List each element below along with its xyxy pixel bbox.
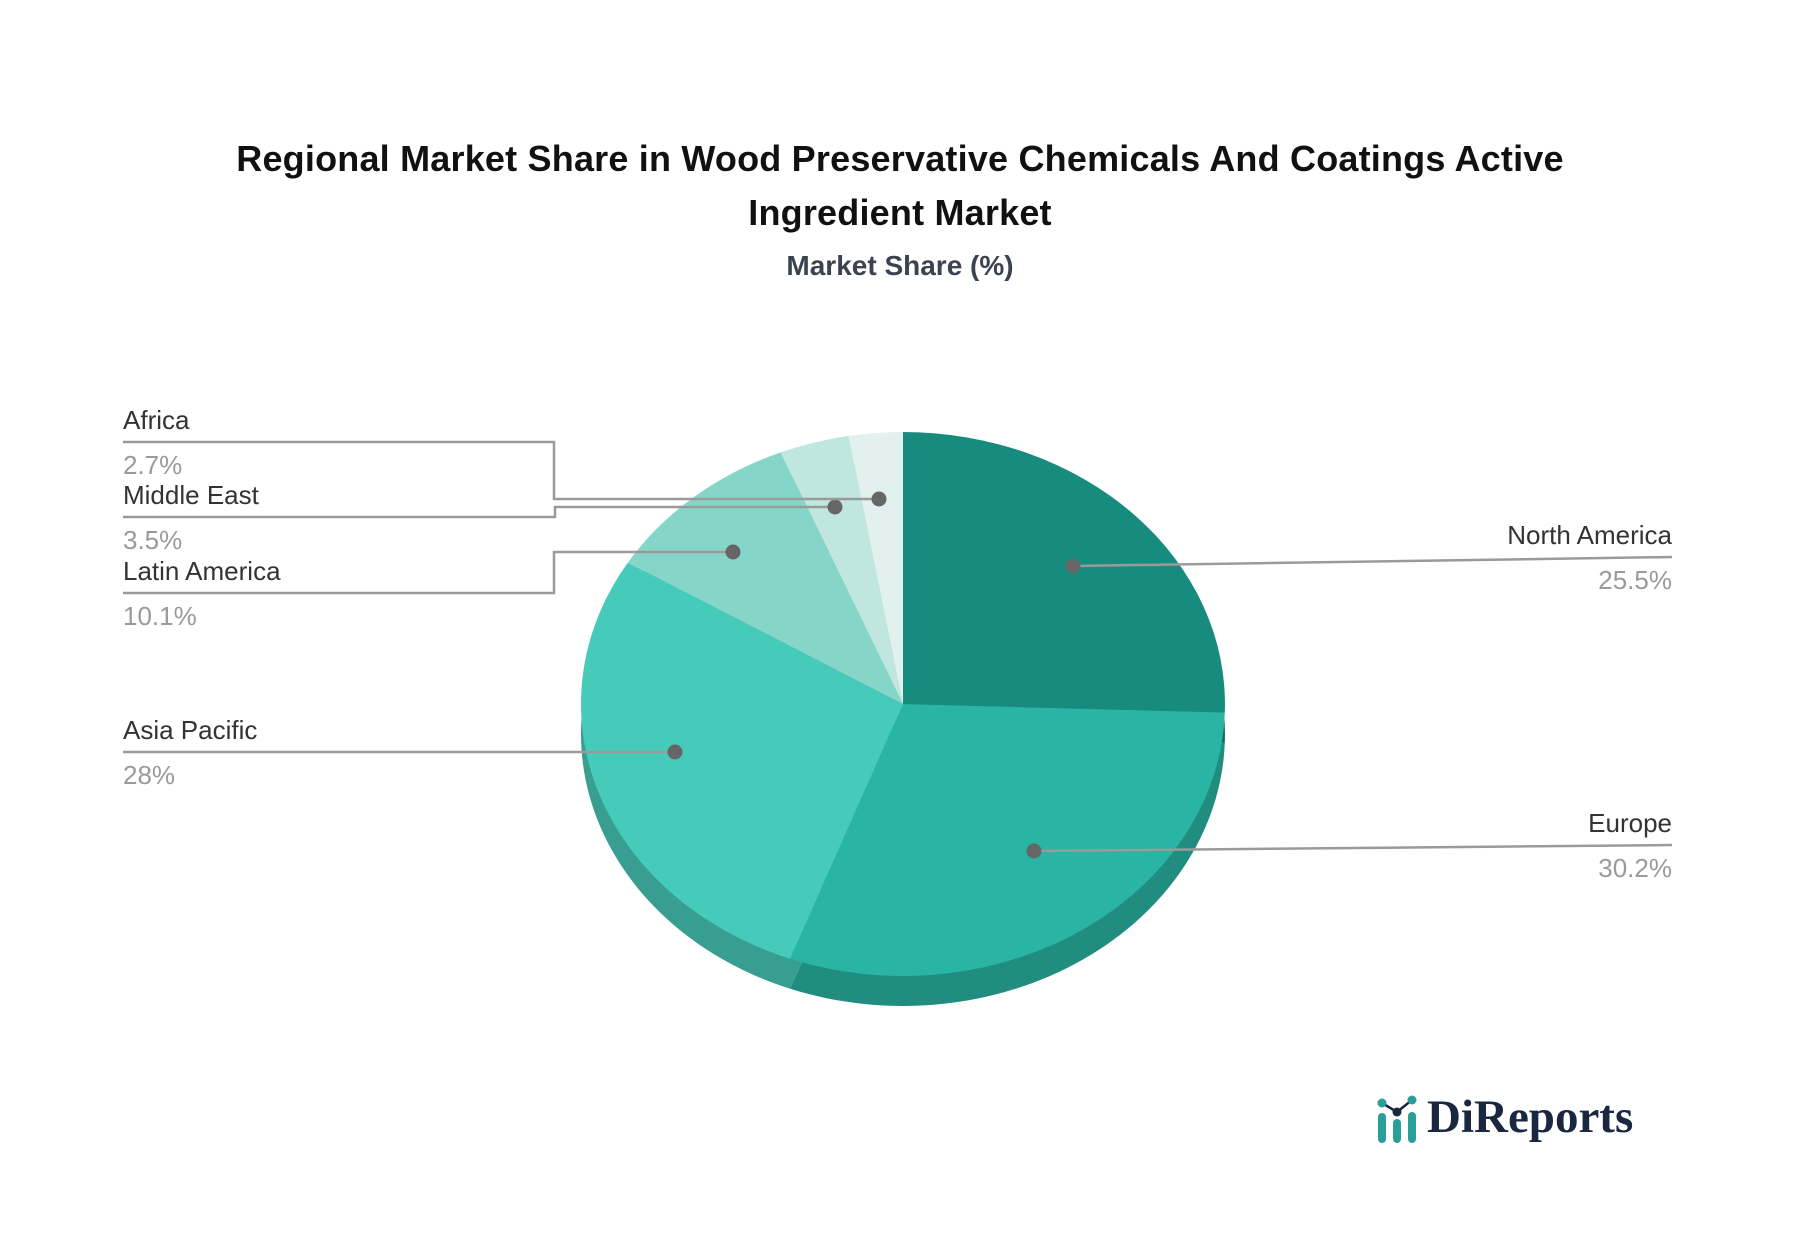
slice-label-block: North America xyxy=(1507,520,1672,550)
pie-slice-europe[interactable] xyxy=(790,704,1225,976)
leader-line-africa xyxy=(123,440,879,501)
slice-label-block: Middle East xyxy=(123,480,259,510)
slice-label-block: 30.2% xyxy=(1598,853,1672,883)
bar-line-chart-icon xyxy=(1377,1095,1417,1143)
slice-label-block: 25.5% xyxy=(1598,565,1672,595)
slice-name-north-america: North America xyxy=(1507,520,1672,550)
slice-name-latin-america: Latin America xyxy=(123,556,281,586)
pie-slice-asia-pacific[interactable] xyxy=(580,562,903,959)
chart-subtitle: Market Share (%) xyxy=(786,250,1014,281)
slice-value-latin-america: 10.1% xyxy=(123,601,197,631)
slice-name-africa: Africa xyxy=(123,405,190,435)
leader-line-latin-america xyxy=(123,550,733,595)
pie-slice-north-america[interactable] xyxy=(903,432,1225,713)
leader-line-middle-east xyxy=(123,505,835,519)
leader-dot-middle-east xyxy=(827,499,843,515)
slice-label-block: 28% xyxy=(123,760,175,790)
logo-text: DiReports xyxy=(1427,1091,1634,1143)
leader-dot-north-america xyxy=(1065,558,1081,574)
pie-slice-latin-america[interactable] xyxy=(627,452,903,704)
slice-label-block: 10.1% xyxy=(123,601,197,631)
slice-value-africa: 2.7% xyxy=(123,450,183,480)
slice-value-asia-pacific: 28% xyxy=(123,760,176,790)
slice-name-middle-east: Middle East xyxy=(123,480,259,510)
leader-lines xyxy=(123,440,1673,859)
leader-dot-asia-pacific xyxy=(667,744,683,760)
slice-label-block: 2.7% xyxy=(123,450,182,480)
slice-label-block: Europe xyxy=(1588,808,1672,838)
pie-slices xyxy=(580,432,1225,976)
slice-value-europe: 30.2% xyxy=(1598,853,1672,883)
chart-title-line2: Ingredient Market xyxy=(748,192,1052,233)
slice-value-middle-east: 3.5% xyxy=(123,525,183,555)
leader-line-north-america xyxy=(1072,555,1673,568)
slice-name-europe: Europe xyxy=(1588,808,1672,838)
leader-line-europe xyxy=(1033,843,1673,853)
leader-dot-africa xyxy=(871,491,887,507)
chart-title-line1: Regional Market Share in Wood Preservati… xyxy=(236,138,1564,179)
slice-name-asia-pacific: Asia Pacific xyxy=(123,715,258,745)
leader-dot-europe xyxy=(1026,843,1042,859)
slice-label-block: Latin America xyxy=(123,556,281,586)
slice-value-north-america: 25.5% xyxy=(1598,565,1672,595)
pie-slice-middle-east[interactable] xyxy=(780,435,903,704)
slice-label-block: Africa xyxy=(123,405,189,435)
leader-dot-latin-america xyxy=(725,544,741,560)
slice-label-block: 3.5% xyxy=(123,525,182,555)
direports-logo: DiReports xyxy=(1372,1090,1633,1144)
slice-label-block: Asia Pacific xyxy=(123,715,257,745)
